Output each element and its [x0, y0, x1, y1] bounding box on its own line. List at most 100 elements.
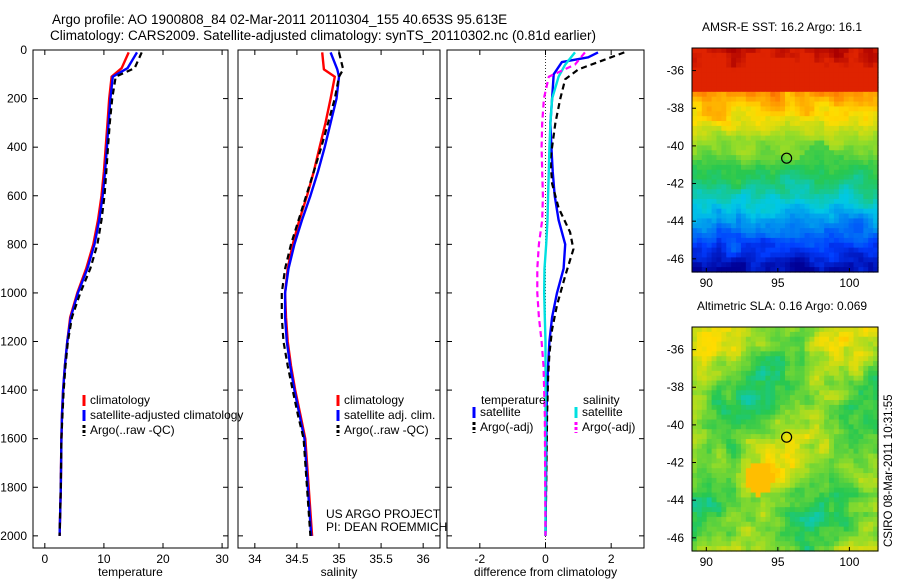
heatmap-cell — [868, 487, 874, 494]
heatmap-cell — [838, 487, 845, 494]
heatmap-cell — [716, 531, 722, 537]
heatmap-cell — [863, 82, 869, 88]
heatmap-cell — [706, 327, 713, 333]
heatmap-cell — [853, 380, 860, 387]
heatmap-cell — [824, 424, 830, 430]
heatmap-cell — [716, 86, 722, 93]
heatmap-cell — [833, 385, 840, 391]
heatmap-cell — [692, 179, 698, 185]
heatmap-cell — [731, 155, 737, 161]
heatmap-cell — [814, 390, 820, 396]
heatmap-cell — [711, 184, 718, 190]
heatmap-cell — [809, 62, 815, 69]
heatmap-cell — [711, 62, 718, 69]
heatmap-cell — [843, 194, 850, 200]
heatmap-cell — [731, 96, 737, 103]
heatmap-cell — [750, 448, 757, 455]
heatmap-cell — [775, 82, 781, 88]
heatmap-cell — [750, 361, 757, 367]
heatmap-cell — [775, 400, 781, 406]
heatmap-cell — [780, 492, 786, 499]
heatmap-cell — [873, 477, 879, 484]
heatmap-cell — [785, 400, 791, 406]
heatmap-cell — [706, 336, 713, 343]
heatmap-cell — [785, 341, 791, 348]
heatmap-cell — [824, 150, 830, 156]
heatmap-cell — [736, 62, 742, 69]
map-x-tick-label: 95 — [771, 555, 785, 569]
heatmap-cell — [716, 453, 722, 460]
heatmap-cell — [701, 213, 708, 220]
heatmap-cell — [819, 160, 825, 166]
heatmap-cell — [873, 86, 879, 93]
heatmap-cell — [740, 111, 747, 117]
heatmap-cell — [843, 237, 850, 244]
heatmap-cell — [824, 203, 830, 210]
heatmap-cell — [863, 341, 869, 348]
heatmap-cell — [770, 213, 776, 220]
heatmap-cell — [775, 327, 781, 333]
heatmap-cell — [721, 72, 727, 78]
heatmap-cell — [838, 541, 845, 547]
heatmap-cell — [701, 419, 708, 425]
heatmap-cell — [692, 184, 698, 190]
heatmap-cell — [873, 169, 879, 176]
heatmap-cell — [794, 414, 801, 421]
heatmap-cell — [775, 194, 781, 200]
heatmap-cell — [785, 179, 791, 185]
heatmap-cell — [833, 331, 840, 338]
heatmap-cell — [838, 424, 845, 430]
heatmap-cell — [804, 521, 811, 528]
heatmap-cell — [706, 96, 713, 103]
heatmap-cell — [731, 380, 737, 387]
heatmap-cell — [745, 424, 752, 430]
heatmap-cell — [804, 458, 811, 464]
heatmap-cell — [701, 237, 708, 244]
heatmap-cell — [799, 213, 806, 220]
heatmap-cell — [824, 356, 830, 362]
heatmap-cell — [799, 541, 806, 547]
heatmap-cell — [868, 140, 874, 146]
heatmap-cell — [809, 145, 815, 151]
heatmap-cell — [853, 409, 860, 416]
heatmap-cell — [740, 482, 747, 489]
heatmap-cell — [838, 125, 845, 132]
map-y-tick-label: -42 — [667, 456, 685, 470]
heatmap-cell — [692, 48, 698, 54]
heatmap-cell — [745, 106, 752, 112]
heatmap-cell — [775, 473, 781, 479]
heatmap-cell — [706, 198, 713, 205]
heatmap-cell — [716, 155, 722, 161]
heatmap-cell — [716, 400, 722, 406]
heatmap-cell — [799, 96, 806, 103]
heatmap-cell — [804, 72, 811, 78]
heatmap-cell — [799, 169, 806, 176]
heatmap-cell — [833, 242, 840, 249]
series-line-temperature-argo-adj — [544, 51, 625, 536]
heatmap-cell — [780, 213, 786, 220]
heatmap-cell — [721, 228, 727, 234]
heatmap-cell — [785, 458, 791, 464]
heatmap-cell — [770, 390, 776, 396]
heatmap-cell — [848, 198, 855, 205]
heatmap-cell — [780, 150, 786, 156]
heatmap-cell — [775, 242, 781, 249]
heatmap-cell — [833, 179, 840, 185]
heatmap-cell — [853, 257, 860, 263]
heatmap-cell — [799, 189, 806, 195]
heatmap-cell — [780, 516, 786, 523]
heatmap-cell — [760, 179, 767, 185]
heatmap-cell — [804, 536, 811, 542]
heatmap-cell — [745, 160, 752, 166]
heatmap-cell — [824, 179, 830, 185]
legend-entry-2: satellite adj. clim. — [344, 408, 435, 422]
heatmap-cell — [789, 228, 796, 234]
heatmap-cell — [692, 385, 698, 391]
heatmap-cell — [696, 356, 703, 362]
heatmap-cell — [873, 390, 879, 396]
heatmap-cell — [701, 48, 708, 54]
heatmap-cell — [770, 164, 776, 171]
heatmap-cell — [760, 77, 767, 83]
heatmap-cell — [838, 327, 845, 333]
heatmap-cell — [853, 507, 860, 513]
